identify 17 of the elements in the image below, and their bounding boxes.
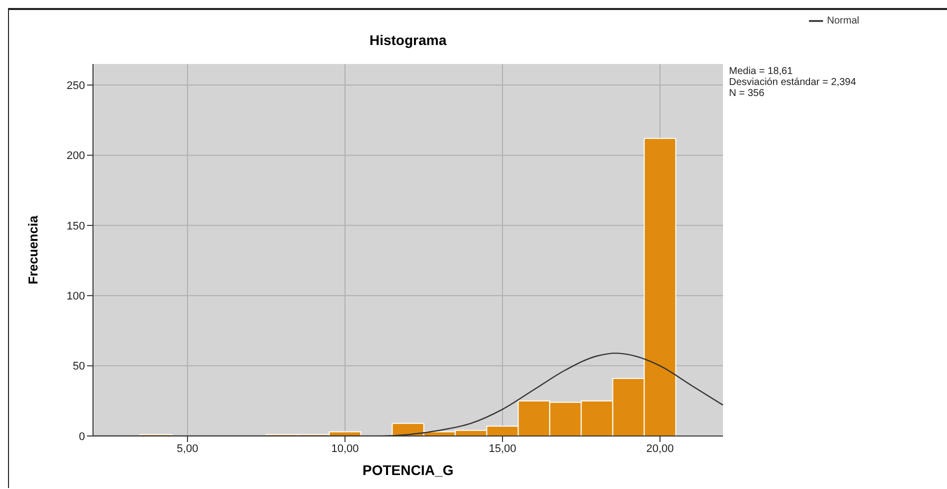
x-axis-title: POTENCIA_G (361, 462, 454, 478)
y-tick-label: 100 (66, 290, 85, 303)
x-tick-label: 10,00 (331, 442, 359, 455)
y-tick-label: 250 (66, 80, 85, 92)
y-axis-title: Frecuencia (26, 216, 40, 284)
text: Media = 18,61 (729, 66, 794, 77)
y-tick-label: 200 (66, 150, 85, 162)
y-tick-label: 150 (66, 220, 85, 232)
legend-label: Normal (827, 16, 860, 27)
y-tick-label: 50 (72, 360, 85, 373)
x-tick-label: 5,00 (176, 442, 198, 455)
text: Desviación estándar = 2,394 (729, 77, 856, 88)
x-tick-label: 20,00 (646, 442, 674, 455)
chart-title: Histograma (368, 32, 448, 48)
x-tick-label: 15,00 (488, 442, 516, 455)
text: N = 356 (729, 88, 766, 99)
y-tick-label: 0 (78, 430, 85, 443)
